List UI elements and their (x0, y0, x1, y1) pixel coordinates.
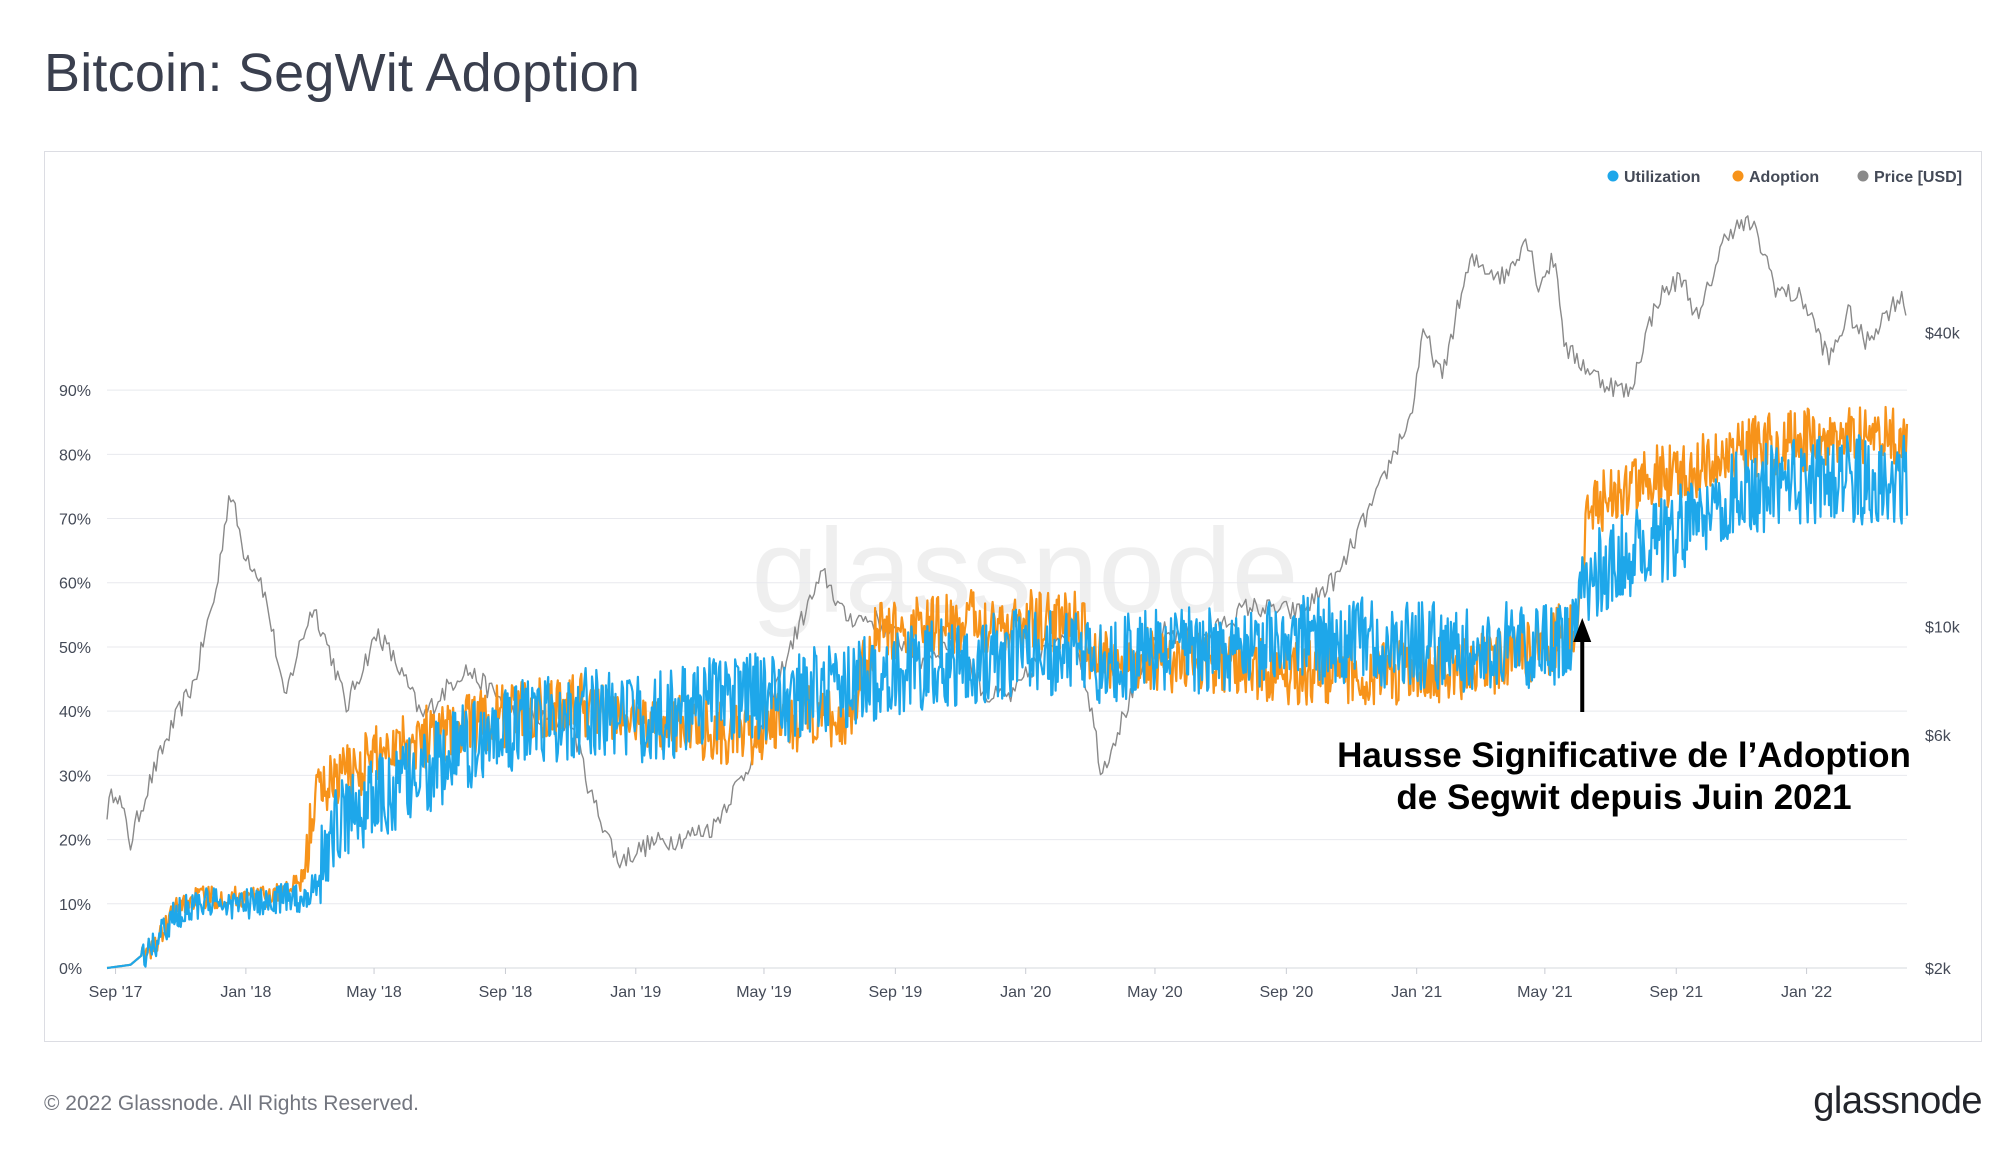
chart-watermark: glassnode (751, 504, 1298, 638)
y-left-tick-label: 10% (59, 897, 91, 914)
y-left-tick-label: 90% (59, 383, 91, 400)
x-tick-label: Sep '19 (868, 984, 922, 1001)
x-tick-label: Sep '17 (89, 984, 143, 1001)
x-tick-label: May '20 (1127, 984, 1183, 1001)
annotation-text-line-2: de Segwit depuis Juin 2021 (1396, 778, 1851, 817)
x-tick-label: Jan '22 (1781, 984, 1832, 1001)
annotation-arrow-head (1573, 618, 1592, 642)
x-axis: Sep '17 Jan '18 May '18 Sep '18 Jan '19 May '… (89, 968, 1832, 1001)
copyright-notice: © 2022 Glassnode. All Rights Reserved. (44, 1092, 420, 1115)
y-left-tick-label: 20% (59, 833, 91, 850)
legend-swatch (1857, 170, 1869, 182)
x-tick-label: May '19 (736, 984, 792, 1001)
brand-logo[interactable]: glassnode (1813, 1080, 1982, 1122)
chart-canvas: glassnode 0%10%20%30%40%50%60%70%80%90% … (59, 169, 1963, 1001)
legend-label: Adoption (1749, 169, 1819, 186)
y-right-tick-label: $2k (1925, 961, 1952, 978)
chart-panel: glassnode 0% 10% 20% 30% 40% 50% 60% 70% 80% 90% … (44, 151, 1982, 1042)
y-left-tick-label: 30% (59, 768, 91, 785)
y-right-tick-label: $40k (1925, 326, 1961, 343)
x-tick-label: Jan '19 (610, 984, 661, 1001)
x-tick-label: May '21 (1517, 984, 1573, 1001)
right-axis: $2k $6k $10k $40k (1925, 326, 1961, 978)
annotation-text-line-1: Hausse Significative de l’Adoption (1337, 736, 1911, 775)
series-line-utilization (106, 434, 1909, 970)
series-line-price-usd (106, 215, 1907, 869)
x-tick-label: Sep '21 (1649, 984, 1703, 1001)
y-left-tick-label: 0% (59, 961, 82, 978)
y-left-tick-label: 50% (59, 640, 91, 657)
legend-item-utilization[interactable]: Utilization (1607, 169, 1701, 186)
x-tick-label: May '18 (346, 984, 402, 1001)
y-left-tick-label: 40% (59, 704, 91, 721)
x-tick-label: Jan '20 (1000, 984, 1051, 1001)
legend-item-adoption[interactable]: Adoption (1732, 169, 1820, 186)
x-tick-label: Jan '18 (220, 984, 271, 1001)
legend-swatch (1607, 170, 1619, 182)
legend-label: Price [USD] (1874, 169, 1962, 186)
y-right-tick-label: $6k (1925, 728, 1952, 745)
series-layer (106, 215, 1909, 970)
page-title: Bitcoin: SegWit Adoption (44, 43, 641, 103)
y-right-tick-label: $10k (1925, 620, 1961, 637)
y-left-tick-label: 60% (59, 576, 91, 593)
x-tick-label: Jan '21 (1391, 984, 1442, 1001)
grid-layer (107, 389, 1907, 969)
left-axis: 0% 10% 20% 30% 40% 50% 60% 70% 80% 90% (59, 383, 91, 978)
legend-swatch (1732, 170, 1744, 182)
chart-legend[interactable]: Utilization Adoption Price [USD] (1607, 169, 1963, 186)
legend-label: Utilization (1624, 169, 1700, 186)
legend-item-price-usd[interactable]: Price [USD] (1857, 169, 1963, 186)
y-left-tick-label: 80% (59, 447, 91, 464)
series-line-adoption (106, 405, 1909, 970)
chart-annotation: Hausse Significative de l’Adoption de Se… (1337, 618, 1911, 817)
y-left-tick-label: 70% (59, 512, 91, 529)
x-tick-label: Sep '20 (1259, 984, 1313, 1001)
x-tick-label: Sep '18 (479, 984, 533, 1001)
